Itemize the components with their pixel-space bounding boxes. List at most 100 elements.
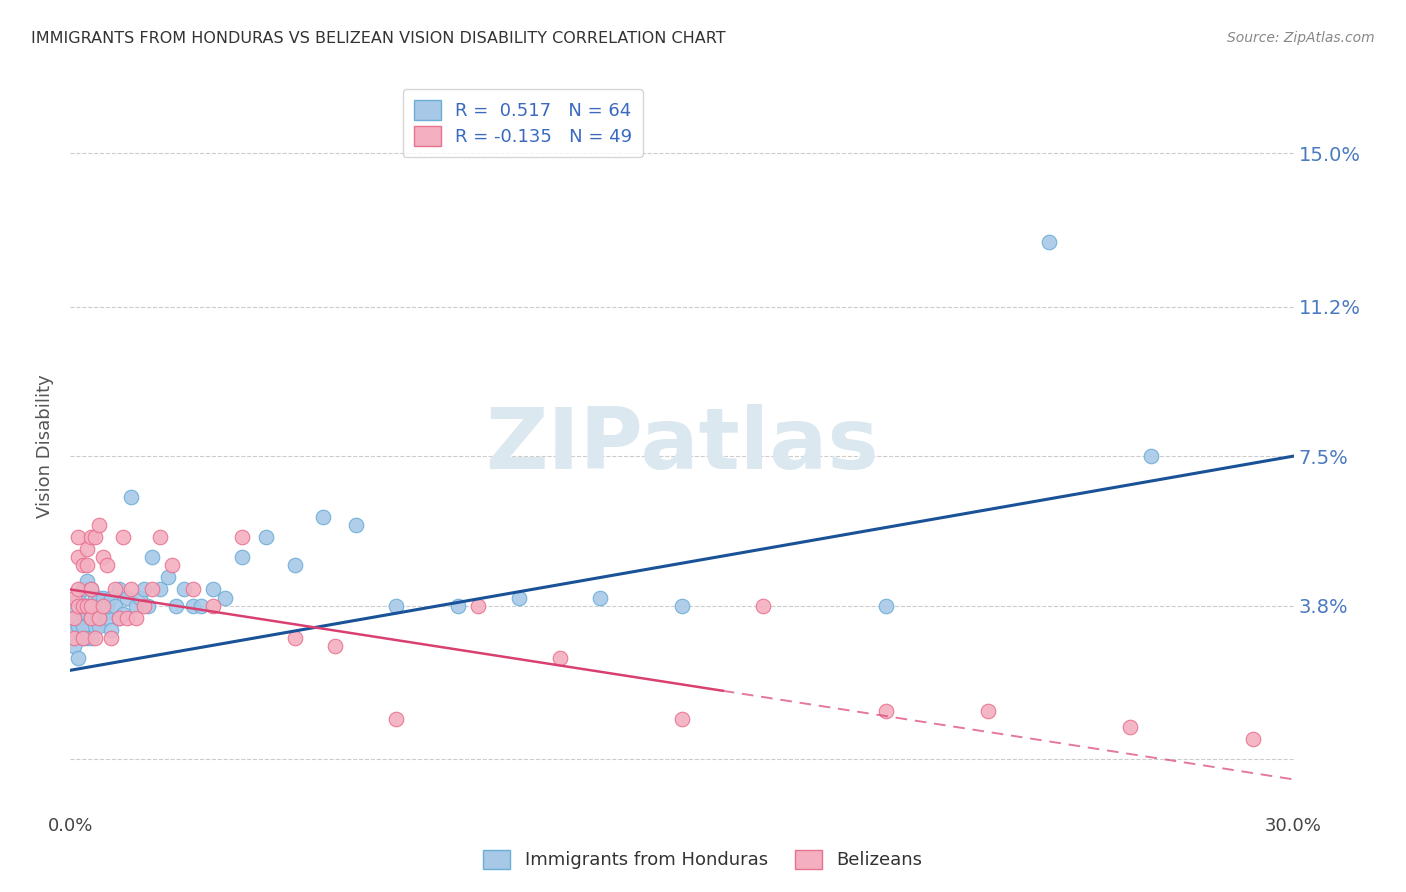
Point bbox=[104, 582, 127, 597]
Point bbox=[72, 599, 94, 613]
Point bbox=[76, 599, 98, 613]
Point bbox=[162, 558, 183, 573]
Point bbox=[141, 550, 163, 565]
Point bbox=[67, 582, 90, 597]
Point bbox=[190, 599, 212, 613]
Point bbox=[124, 599, 146, 613]
Point bbox=[76, 607, 98, 621]
Point bbox=[1139, 449, 1161, 463]
Point bbox=[344, 517, 367, 532]
Point bbox=[83, 631, 105, 645]
Point bbox=[214, 591, 236, 605]
Point bbox=[76, 574, 98, 589]
Point bbox=[117, 591, 139, 605]
Point bbox=[589, 591, 612, 605]
Point bbox=[76, 631, 98, 645]
Point bbox=[173, 582, 195, 597]
Point bbox=[149, 530, 172, 544]
Point bbox=[385, 712, 408, 726]
Point bbox=[67, 611, 90, 625]
Point bbox=[87, 611, 110, 625]
Point bbox=[1241, 731, 1264, 746]
Point bbox=[231, 530, 253, 544]
Point bbox=[72, 619, 94, 633]
Text: Source: ZipAtlas.com: Source: ZipAtlas.com bbox=[1227, 31, 1375, 45]
Point bbox=[671, 712, 693, 726]
Point bbox=[467, 599, 489, 613]
Point bbox=[79, 582, 103, 597]
Point bbox=[202, 599, 225, 613]
Point bbox=[108, 611, 131, 625]
Point bbox=[447, 599, 470, 613]
Point bbox=[875, 704, 897, 718]
Point bbox=[149, 582, 172, 597]
Point bbox=[79, 611, 103, 625]
Point bbox=[79, 599, 103, 613]
Point bbox=[72, 558, 94, 573]
Point bbox=[76, 558, 98, 573]
Point bbox=[67, 591, 90, 605]
Point bbox=[112, 530, 135, 544]
Point bbox=[63, 623, 86, 637]
Point bbox=[87, 619, 110, 633]
Point bbox=[76, 542, 98, 557]
Point bbox=[157, 570, 180, 584]
Point bbox=[254, 530, 277, 544]
Point bbox=[87, 611, 110, 625]
Point bbox=[548, 651, 571, 665]
Point bbox=[112, 607, 135, 621]
Point bbox=[231, 550, 253, 565]
Point bbox=[72, 582, 94, 597]
Point bbox=[91, 591, 114, 605]
Point bbox=[1038, 235, 1060, 249]
Point bbox=[79, 631, 103, 645]
Legend: Immigrants from Honduras, Belizeans: Immigrants from Honduras, Belizeans bbox=[474, 840, 932, 879]
Point bbox=[79, 611, 103, 625]
Y-axis label: Vision Disability: Vision Disability bbox=[37, 374, 55, 518]
Point bbox=[128, 591, 150, 605]
Point bbox=[1119, 720, 1142, 734]
Point bbox=[671, 599, 693, 613]
Point bbox=[67, 530, 90, 544]
Point bbox=[165, 599, 187, 613]
Point bbox=[83, 599, 105, 613]
Point bbox=[91, 607, 114, 621]
Point bbox=[67, 651, 90, 665]
Point bbox=[63, 639, 86, 653]
Point bbox=[91, 599, 114, 613]
Point bbox=[976, 704, 998, 718]
Point bbox=[96, 558, 118, 573]
Point bbox=[83, 619, 105, 633]
Point bbox=[104, 599, 127, 613]
Point bbox=[100, 631, 122, 645]
Point bbox=[108, 611, 131, 625]
Point bbox=[121, 582, 143, 597]
Point bbox=[87, 517, 110, 532]
Point bbox=[72, 631, 94, 645]
Point bbox=[117, 611, 139, 625]
Point bbox=[181, 582, 204, 597]
Point bbox=[121, 490, 143, 504]
Point bbox=[67, 619, 90, 633]
Point bbox=[67, 599, 90, 613]
Text: ZIPatlas: ZIPatlas bbox=[485, 404, 879, 488]
Point bbox=[108, 582, 131, 597]
Text: IMMIGRANTS FROM HONDURAS VS BELIZEAN VISION DISABILITY CORRELATION CHART: IMMIGRANTS FROM HONDURAS VS BELIZEAN VIS… bbox=[31, 31, 725, 46]
Point bbox=[132, 599, 155, 613]
Point bbox=[202, 582, 225, 597]
Point bbox=[141, 582, 163, 597]
Point bbox=[312, 509, 335, 524]
Point bbox=[284, 558, 307, 573]
Point bbox=[67, 550, 90, 565]
Point bbox=[63, 631, 86, 645]
Point bbox=[124, 611, 146, 625]
Point bbox=[181, 599, 204, 613]
Point bbox=[96, 599, 118, 613]
Point bbox=[91, 550, 114, 565]
Point bbox=[87, 591, 110, 605]
Point bbox=[83, 591, 105, 605]
Point bbox=[875, 599, 897, 613]
Point bbox=[508, 591, 530, 605]
Point bbox=[79, 582, 103, 597]
Point bbox=[100, 623, 122, 637]
